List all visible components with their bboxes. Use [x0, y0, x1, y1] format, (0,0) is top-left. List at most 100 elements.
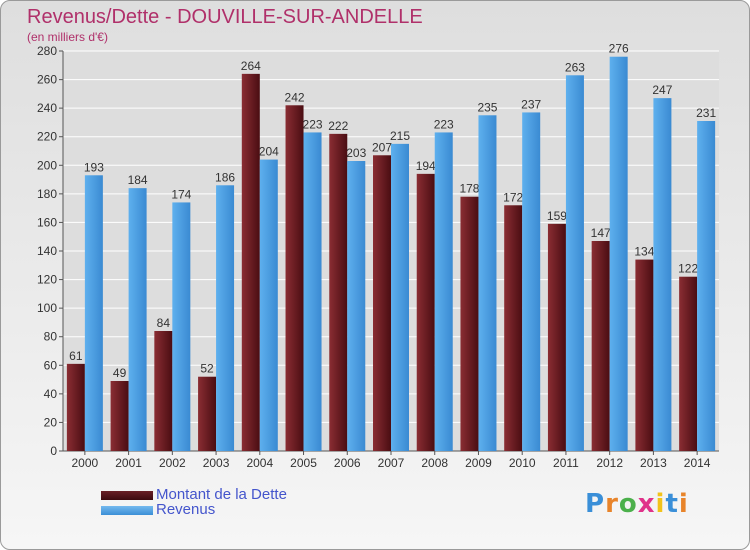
bar-dette	[373, 155, 391, 452]
data-label-dette: 84	[157, 316, 171, 330]
x-tick-label: 2006	[334, 456, 361, 470]
data-label-revenus: 203	[346, 146, 366, 160]
bar-revenus	[697, 121, 716, 451]
y-tick-label: 160	[37, 215, 57, 229]
x-tick-label: 2001	[115, 456, 142, 470]
logo-letter: o	[618, 489, 638, 519]
y-tick-label: 120	[37, 273, 57, 287]
bar-dette	[679, 276, 698, 451]
bar-dette	[416, 173, 435, 451]
data-label-revenus: 223	[303, 117, 323, 131]
chart-subtitle: (en milliers d'€)	[27, 30, 108, 44]
data-label-dette: 122	[678, 262, 698, 276]
bar-dette	[241, 73, 260, 451]
bar-revenus	[84, 175, 103, 452]
data-label-revenus: 223	[434, 117, 454, 131]
x-tick-label: 2000	[72, 456, 99, 470]
bar-revenus	[653, 98, 672, 452]
x-tick-label: 2010	[509, 456, 536, 470]
logo-letter: i	[655, 489, 666, 519]
bar-dette	[329, 133, 348, 451]
y-tick-label: 140	[37, 244, 57, 258]
data-label-revenus: 237	[521, 97, 541, 111]
data-label-dette: 147	[591, 226, 611, 240]
bar-revenus	[565, 75, 584, 452]
x-tick-label: 2002	[159, 456, 186, 470]
bar-dette	[66, 363, 85, 451]
bar-revenus	[391, 143, 409, 451]
chart-title: Revenus/Dette - DOUVILLE-SUR-ANDELLE	[27, 6, 423, 28]
bar-revenus	[609, 56, 628, 451]
y-tick-label: 220	[37, 130, 57, 144]
y-tick-label: 0	[50, 444, 57, 458]
bar-dette	[547, 223, 566, 451]
y-tick-label: 80	[44, 330, 58, 344]
x-tick-label: 2009	[465, 456, 492, 470]
x-tick-label: 2014	[684, 456, 711, 470]
legend-swatch-revenus	[101, 506, 153, 515]
x-tick-label: 2003	[203, 456, 230, 470]
data-label-revenus: 276	[609, 42, 629, 56]
data-label-revenus: 186	[215, 170, 235, 184]
bar-revenus	[216, 185, 235, 452]
legend-label-dette: Montant de la Dette	[156, 486, 287, 503]
bar-dette	[198, 376, 217, 451]
bar-dette	[591, 241, 610, 451]
legend-label-revenus: Revenus	[156, 501, 216, 518]
data-label-revenus: 193	[84, 160, 104, 174]
bar-revenus	[434, 132, 453, 451]
data-label-revenus: 215	[390, 129, 410, 143]
y-tick-label: 100	[37, 301, 57, 315]
bar-revenus	[259, 159, 278, 452]
data-label-dette: 207	[372, 140, 392, 154]
x-tick-label: 2004	[246, 456, 273, 470]
data-label-dette: 61	[69, 349, 83, 363]
data-label-revenus: 231	[696, 106, 716, 120]
logo-letter: r	[605, 489, 619, 519]
data-label-dette: 52	[200, 362, 214, 376]
data-label-dette: 172	[503, 190, 523, 204]
data-label-dette: 159	[547, 209, 567, 223]
bar-revenus	[478, 115, 497, 452]
data-label-revenus: 174	[171, 187, 191, 201]
bar-dette	[504, 205, 523, 451]
legend-swatch-dette	[101, 491, 153, 500]
bar-revenus	[347, 161, 366, 451]
y-tick-label: 260	[37, 73, 57, 87]
y-tick-label: 240	[37, 101, 57, 115]
data-label-dette: 49	[113, 366, 127, 380]
x-tick-label: 2007	[378, 456, 405, 470]
y-tick-label: 60	[44, 358, 58, 372]
logo-letter: x	[637, 489, 656, 519]
x-tick-label: 2011	[553, 456, 579, 470]
y-tick-label: 40	[44, 387, 58, 401]
data-label-revenus: 263	[565, 60, 585, 74]
data-label-dette: 178	[459, 182, 479, 196]
data-label-dette: 222	[328, 119, 348, 133]
data-label-revenus: 235	[477, 100, 497, 114]
bar-dette	[110, 381, 129, 451]
data-label-dette: 194	[416, 159, 436, 173]
x-tick-label: 2012	[596, 456, 623, 470]
bar-revenus	[172, 202, 191, 451]
logo-letter: P	[585, 489, 606, 519]
data-label-dette: 242	[285, 90, 305, 104]
x-tick-label: 2008	[421, 456, 448, 470]
bar-dette	[460, 196, 479, 451]
x-tick-label: 2013	[640, 456, 667, 470]
logo-letter: t	[665, 489, 679, 519]
proxiti-logo: Proxiti	[585, 489, 689, 519]
bar-revenus	[128, 188, 147, 451]
bar-dette	[154, 331, 173, 451]
y-tick-label: 20	[44, 415, 58, 429]
data-label-revenus: 247	[652, 83, 672, 97]
y-tick-label: 280	[37, 44, 57, 58]
logo-letter: i	[678, 489, 689, 519]
data-label-revenus: 204	[259, 145, 279, 159]
bar-dette	[285, 105, 304, 452]
bar-revenus	[303, 132, 322, 451]
bar-revenus	[522, 112, 541, 451]
y-tick-label: 200	[37, 158, 57, 172]
data-label-revenus: 184	[128, 173, 148, 187]
